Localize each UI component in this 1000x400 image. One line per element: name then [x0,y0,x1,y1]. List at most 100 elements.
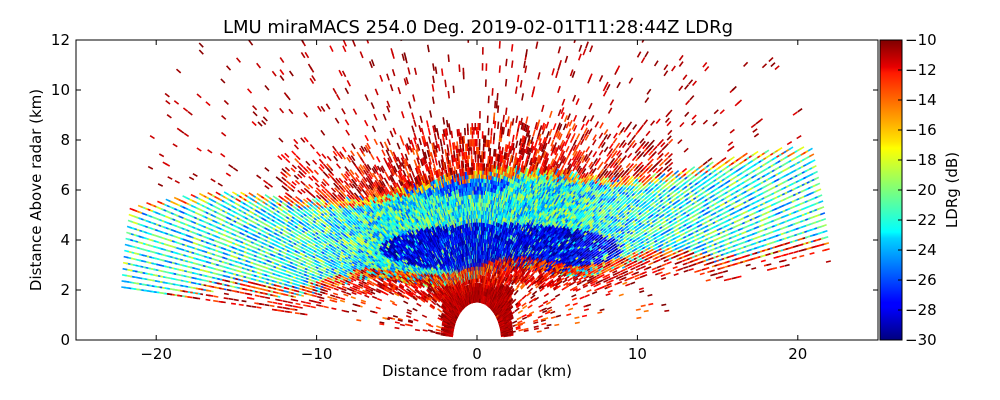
radar-gate [658,161,665,167]
radar-gate [641,271,647,275]
radar-gate [608,279,614,283]
radar-gate [572,285,578,290]
radar-gate [537,315,543,319]
radar-gate [786,141,793,146]
radar-gate [664,309,670,312]
radar-gate [657,166,664,172]
radar-gate [630,266,636,271]
radar-gate [640,175,646,181]
radar-gate [764,149,770,154]
radar-gate [616,81,621,89]
radar-gate [631,134,637,141]
radar-gate [615,271,621,275]
radar-gate [666,135,672,141]
radar-gate [582,48,587,56]
radar-gate [643,309,649,313]
radar-gate [704,266,710,270]
radar-gate [656,265,662,269]
radar-gate [663,165,669,171]
radar-gate [628,270,634,275]
radar-gate [807,147,813,152]
radar-gate [514,307,520,313]
radar-gate [660,142,666,148]
radar-gate [699,272,705,276]
radar-gate [645,173,652,179]
radar-gate [571,297,578,301]
radar-gate [684,111,690,117]
radar-gate [622,281,628,285]
radar-gate [683,147,689,153]
radar-gate [644,141,650,147]
radar-gate [658,138,664,145]
radar-gate [515,325,521,329]
radar-gate [668,161,674,167]
radar-gate [581,314,588,318]
radar-gate [572,114,578,122]
radar-gate [518,328,524,332]
radar-gate [709,269,715,273]
radar-gate [630,281,636,285]
radar-gate [677,139,683,145]
radar-gate [648,262,654,266]
radar-gate [626,131,632,138]
radar-gate [784,263,790,267]
radar-gate [527,304,533,309]
radar-gate [584,294,590,298]
radar-gate [642,165,648,171]
radar-gate [556,155,561,163]
radar-gate [799,146,805,151]
radar-gate [565,282,572,287]
radar-gate [532,319,539,323]
radar-gate [640,304,646,308]
radar-gate [689,95,695,101]
radar-gate [663,157,669,163]
radar-gate [819,206,825,210]
radar-gate [691,80,698,87]
radar-gate [816,188,822,192]
radar-gate [639,290,645,294]
radar-gate [678,54,684,61]
radar-gate [651,151,657,157]
radar-gate [636,316,642,320]
radar-gate [745,263,751,267]
radar-gate [508,329,514,333]
radar-gate [726,278,732,281]
radar-gate [569,145,574,153]
radar-gate [592,139,597,146]
plot-area [121,40,831,338]
radar-gate [605,292,611,297]
radar-gate [606,285,613,289]
radar-gate [563,281,569,287]
radar-gate [623,272,629,277]
radar-gate [731,85,737,92]
radar-gate [590,282,596,287]
radar-gate [712,272,718,276]
radar-gate [585,303,592,307]
radar-gate [516,316,522,321]
radar-gate [598,75,604,82]
radar-gate [799,254,805,258]
radar-gate [526,314,533,318]
radar-gate [588,274,595,279]
radar-gate [811,164,817,169]
radar-gate [629,276,635,280]
radar-gate [797,108,803,113]
chart-title: LMU miraMACS 254.0 Deg. 2019-02-01T11:28… [223,17,733,38]
radar-gate [761,63,768,69]
radar-gate [618,293,624,297]
radar-gate [655,118,661,125]
radar-gate [575,98,580,106]
radar-gate [722,270,729,273]
radar-gate [718,275,724,279]
radar-gate [673,169,680,175]
radar-gate [575,288,581,292]
radar-gate [663,64,669,71]
radar-gate [571,280,577,285]
radar-gate [659,267,665,271]
radar-gate [685,99,691,106]
radar-gate [666,261,672,265]
radar-gate [627,121,633,128]
radar-gate [540,319,546,322]
radar-gate [520,321,526,325]
radar-gate [684,84,690,90]
